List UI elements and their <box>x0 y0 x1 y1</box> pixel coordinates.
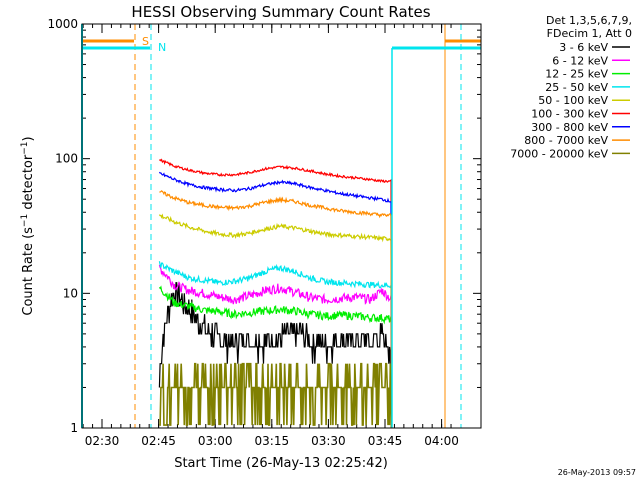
legend-entry-label: 7000 - 20000 keV <box>510 147 608 160</box>
saa-label: S <box>142 35 149 48</box>
legend-entry-label: 6 - 12 keV <box>552 54 608 67</box>
series-line <box>158 264 392 429</box>
y-tick-label: 1 <box>70 421 78 435</box>
x-tick-label: 03:15 <box>255 434 290 448</box>
chart-title: HESSI Observing Summary Count Rates <box>131 3 430 21</box>
y-tick-label: 10 <box>63 286 78 300</box>
series-line <box>158 213 392 429</box>
plot-frame-overlay <box>81 23 482 429</box>
legend-entry-label: 100 - 300 keV <box>531 108 608 121</box>
x-axis-label: Start Time (26-May-13 02:25:42) <box>174 456 388 471</box>
legend-entry-label: 12 - 25 keV <box>545 68 608 81</box>
x-tick-label: 03:00 <box>198 434 233 448</box>
series-line <box>159 190 392 429</box>
axis-ticks: 1 10 100 1000 02:30 02:45 03:00 03:15 03:30 03:45… <box>47 17 481 448</box>
y-tick-label: 1000 <box>47 17 78 31</box>
night-label: N <box>158 41 166 54</box>
legend: Det 1,3,5,6,7,9, FDecim 1, Att 0 3 - 6 k… <box>510 14 632 160</box>
series-line <box>158 171 392 429</box>
legend-entry-label: 50 - 100 keV <box>538 94 608 107</box>
series-layer <box>158 158 393 429</box>
legend-header-line2: FDecim 1, Att 0 <box>547 27 632 40</box>
x-tick-label: 04:00 <box>424 434 459 448</box>
series-line <box>158 158 392 429</box>
series-line <box>159 362 393 429</box>
legend-entry-label: 300 - 800 keV <box>531 121 608 134</box>
x-tick-label: 03:30 <box>311 434 346 448</box>
y-tick-label: 100 <box>55 152 78 166</box>
series-line <box>158 261 392 429</box>
y-axis-label: Count Rate (s−1 detector−1) <box>20 136 36 315</box>
legend-header-line1: Det 1,3,5,6,7,9, <box>546 14 632 27</box>
series-line <box>158 282 392 429</box>
x-tick-label: 02:45 <box>141 434 176 448</box>
x-tick-label: 02:30 <box>85 434 120 448</box>
legend-entry-label: 3 - 6 keV <box>559 41 608 54</box>
x-tick-label: 03:45 <box>368 434 403 448</box>
legend-entry-label: 25 - 50 keV <box>545 81 608 94</box>
series-line <box>158 285 392 429</box>
legend-entry-label: 800 - 7000 keV <box>524 134 608 147</box>
footer-timestamp: 26-May-2013 09:57 <box>558 468 636 477</box>
